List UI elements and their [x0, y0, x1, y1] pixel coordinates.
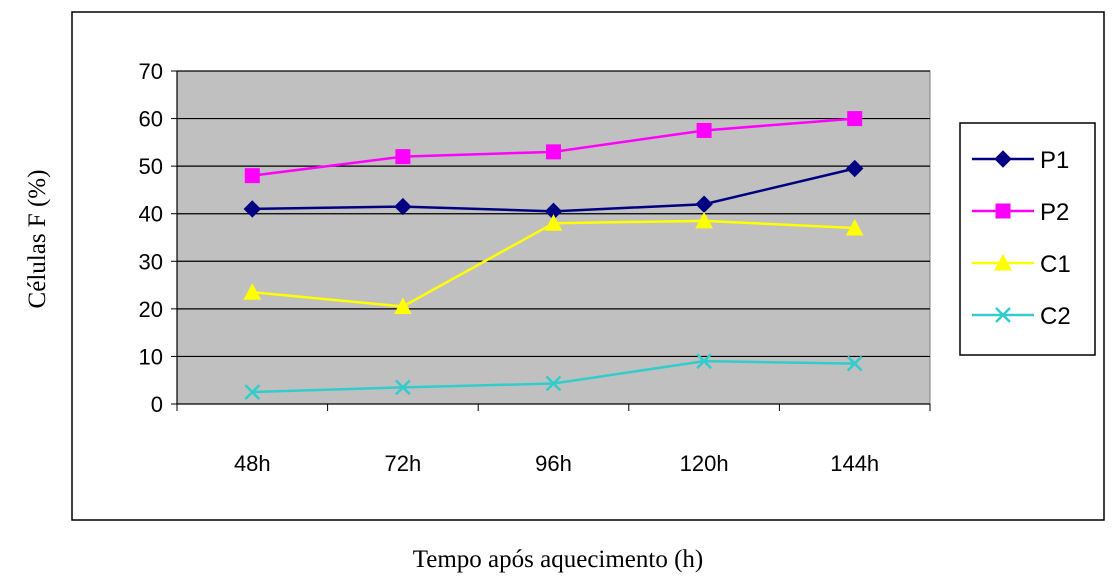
- x-tick-label: 72h: [385, 451, 422, 476]
- data-point-c2: [395, 379, 411, 396]
- legend-marker-p1: [994, 150, 1012, 168]
- data-point-c1: [544, 214, 563, 231]
- legend-marker-p2: [995, 203, 1011, 219]
- marker-stroke: [395, 379, 411, 396]
- marker-stroke: [244, 384, 261, 400]
- y-tick-label: 30: [139, 249, 163, 274]
- data-point-c2: [696, 353, 712, 370]
- data-point-c2: [545, 375, 562, 392]
- y-axis-title: Células F (%): [24, 170, 51, 309]
- y-tick-label: 20: [139, 297, 163, 322]
- legend-label-c1: C1: [1040, 251, 1071, 278]
- y-tick-label: 50: [139, 154, 163, 179]
- x-tick-label: 144h: [830, 451, 879, 476]
- axes: 0 10 20 30 40 50 60 70 48h 72h 96h 120h 144h: [139, 59, 931, 476]
- marker-stroke: [846, 355, 863, 372]
- marker-stroke: [545, 375, 562, 392]
- data-point-c2: [244, 384, 261, 400]
- data-point-p1: [243, 200, 262, 218]
- marker-stroke: [995, 307, 1011, 323]
- x-tick-label: 120h: [680, 451, 729, 476]
- y-tick-label: 0: [151, 392, 163, 417]
- legend: P1 P2 C1 C2: [959, 122, 1096, 356]
- data-point-p2: [244, 168, 260, 184]
- y-tick-label: 10: [139, 344, 163, 369]
- data-point-p1: [845, 159, 864, 178]
- legend-label-p2: P2: [1040, 199, 1069, 226]
- x-tick-label: 96h: [535, 451, 572, 476]
- legend-label-p1: P1: [1040, 147, 1069, 174]
- x-axis-title: Tempo após aquecimento (h): [413, 546, 704, 573]
- legend-marker-c2: [995, 307, 1011, 323]
- data-point-c1: [394, 297, 412, 314]
- legend-marker-c1: [994, 253, 1012, 271]
- data-point-p2: [395, 149, 411, 165]
- x-tick-label: 48h: [234, 451, 271, 476]
- legend-box: [959, 122, 1096, 356]
- data-point-c2: [846, 355, 863, 372]
- data-point-p2: [696, 122, 712, 138]
- y-tick-label: 70: [139, 59, 163, 84]
- y-tick-label: 60: [139, 107, 163, 132]
- data-point-c1: [845, 218, 864, 236]
- series-layer: [243, 111, 864, 400]
- grid-lines: [177, 70, 930, 358]
- marker-stroke: [696, 353, 712, 370]
- data-point-p2: [546, 144, 561, 160]
- data-point-p2: [847, 111, 863, 127]
- legend-label-c2: C2: [1040, 303, 1071, 330]
- data-point-p1: [394, 197, 412, 216]
- plot-area: [176, 70, 931, 405]
- data-point-c1: [695, 211, 713, 229]
- data-point-c1: [243, 283, 262, 300]
- y-tick-label: 40: [139, 202, 163, 227]
